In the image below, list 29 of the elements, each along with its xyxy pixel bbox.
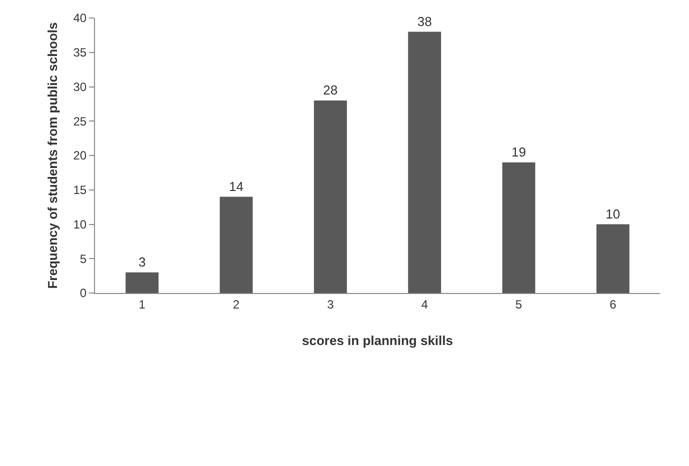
y-tick-label: 30 xyxy=(73,80,87,94)
bar xyxy=(502,162,536,293)
bar xyxy=(220,196,253,293)
y-tick-label: 5 xyxy=(80,252,87,266)
x-tick-label: 1 xyxy=(138,297,146,312)
y-axis-title: Frequency of students from public schools xyxy=(45,22,60,289)
bar xyxy=(596,224,630,293)
data-label: 14 xyxy=(229,178,244,194)
data-label: 19 xyxy=(512,144,526,160)
bar xyxy=(126,272,159,293)
data-label: 10 xyxy=(606,206,620,222)
x-tick-label: 3 xyxy=(327,297,334,312)
data-label: 38 xyxy=(417,14,432,29)
y-tick-label: 10 xyxy=(73,217,87,232)
y-tick-label: 35 xyxy=(73,46,87,60)
x-tick-label: 4 xyxy=(421,297,428,312)
x-tick-label: 5 xyxy=(515,297,522,312)
x-tick-label: 6 xyxy=(610,297,617,312)
x-tick-label: 2 xyxy=(232,297,240,312)
data-label: 28 xyxy=(323,82,338,98)
bar xyxy=(408,32,442,293)
y-tick-label: 40 xyxy=(73,11,87,26)
y-tick-label: 20 xyxy=(73,148,87,163)
y-tick-label: 15 xyxy=(73,183,87,198)
x-axis-title: scores in planning skills xyxy=(302,333,453,348)
data-label: 3 xyxy=(138,254,146,270)
y-tick-label: 25 xyxy=(73,114,87,128)
y-tick-label: 0 xyxy=(80,286,87,300)
bar xyxy=(314,100,347,293)
